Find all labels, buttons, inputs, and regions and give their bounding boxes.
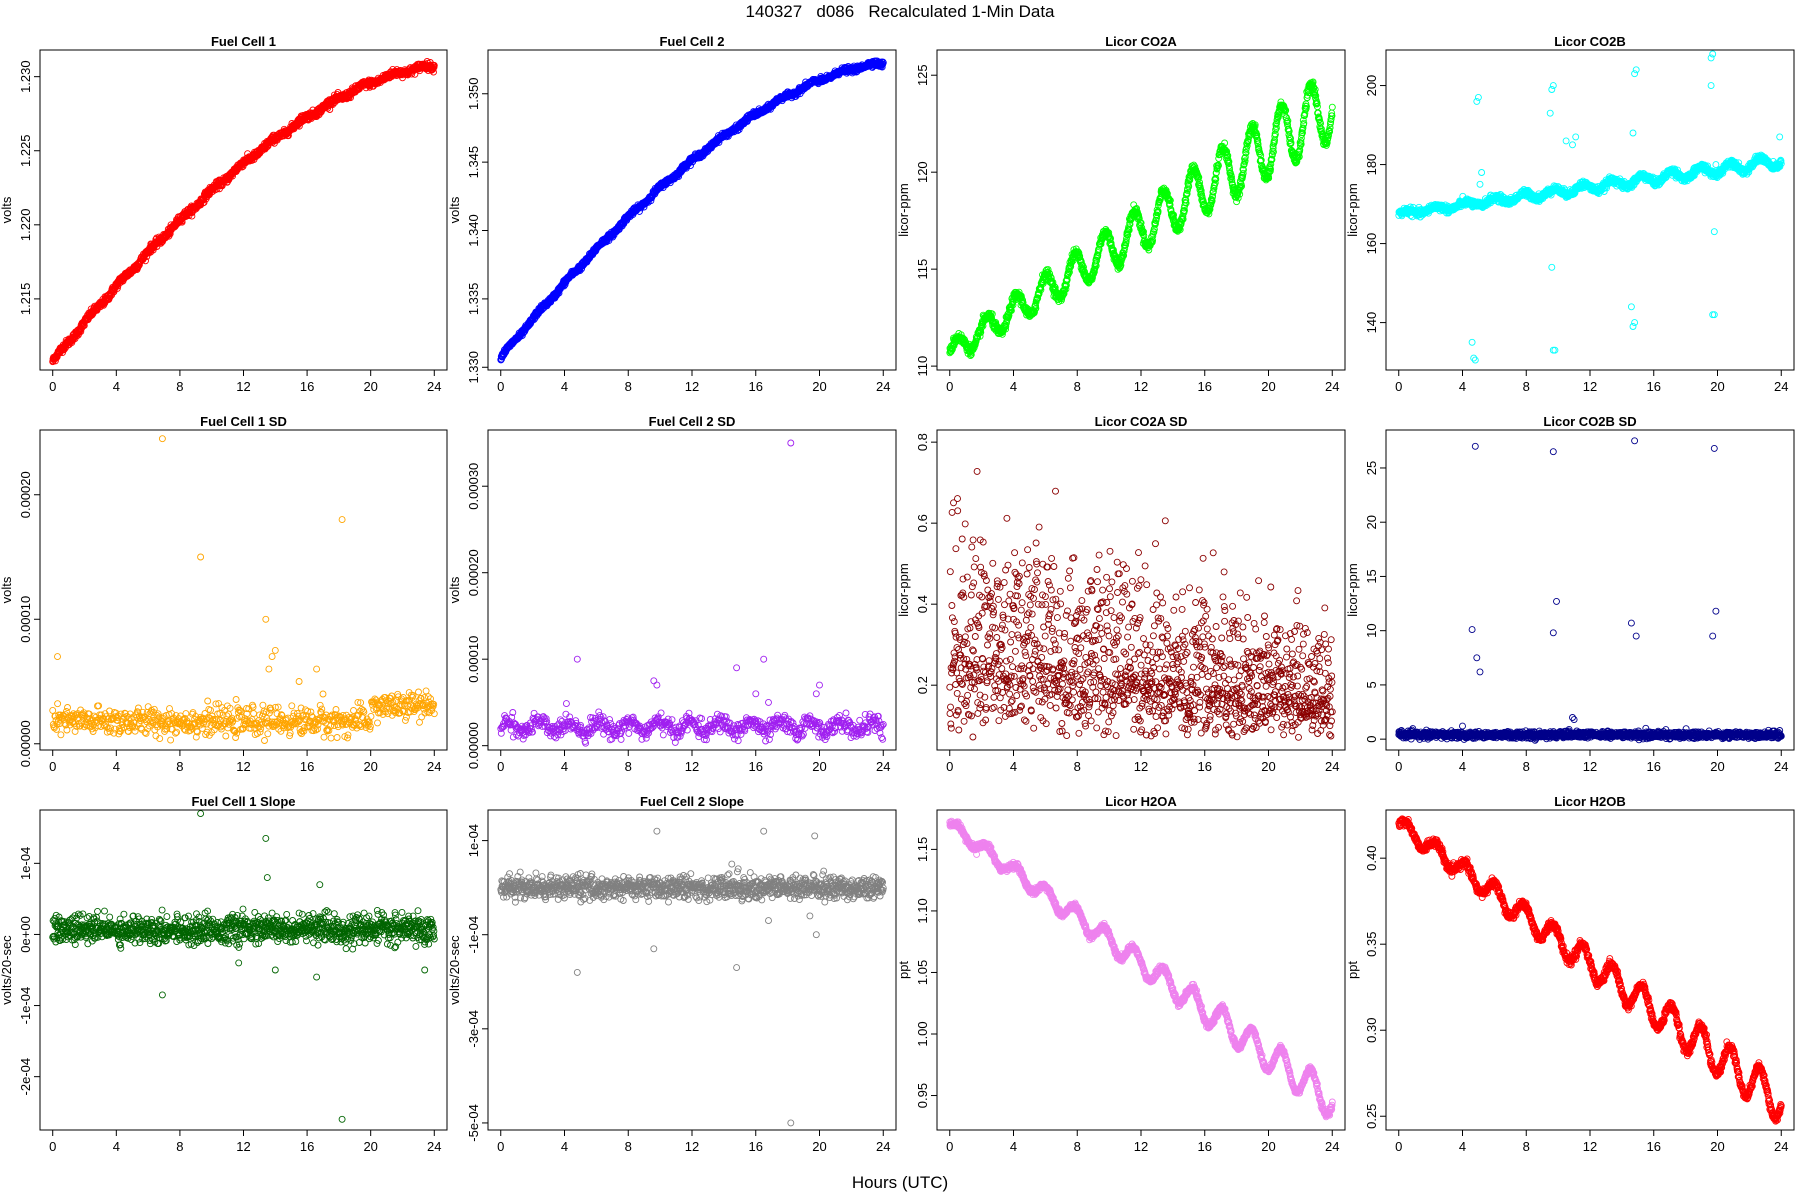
y-tick-label: 1.335 <box>466 283 481 316</box>
x-tick-label: 12 <box>685 379 699 394</box>
y-tick-label: 1.215 <box>18 283 33 316</box>
x-tick-label: 24 <box>1325 379 1339 394</box>
panel-title: Fuel Cell 1 <box>211 34 276 49</box>
panel-1: Fuel Cell 1 volts 0 4 8 12 16 20 24 1.215 1.220 1.2… <box>0 34 447 394</box>
panel-title: Licor CO2A <box>1105 34 1177 49</box>
panel-3: Licor CO2A licor-ppm 0 4 8 12 16 20 24 110 115 120 1… <box>896 34 1345 394</box>
x-tick-label: 0 <box>946 379 953 394</box>
x-tick-label: 24 <box>876 379 890 394</box>
x-tick-label: 16 <box>300 379 314 394</box>
y-axis-label: volts <box>0 196 14 223</box>
x-tick-label: 12 <box>236 379 250 394</box>
y-tick-label: 1.225 <box>18 134 33 167</box>
y-tick-label: 1.340 <box>466 214 481 247</box>
x-tick-label: 4 <box>113 379 120 394</box>
y-tick-label: 110 <box>915 356 930 377</box>
data-points <box>498 58 887 363</box>
y-axis-label: licor-ppm <box>896 183 911 236</box>
data-points <box>50 59 438 365</box>
x-tick-label: 0 <box>49 379 56 394</box>
y-tick-label: 1.330 <box>466 351 481 384</box>
x-tick-label: 24 <box>427 379 441 394</box>
y-tick-label: 115 <box>915 259 930 280</box>
x-tick-label: 12 <box>1134 379 1148 394</box>
x-tick-label: 16 <box>1198 379 1212 394</box>
x-tick-label: 20 <box>363 379 377 394</box>
x-tick-label: 4 <box>561 379 568 394</box>
y-tick-label: 1.350 <box>466 77 481 110</box>
y-tick-label: 1.220 <box>18 209 33 242</box>
x-tick-label: 8 <box>625 379 632 394</box>
y-axis-label: licor-ppm <box>1345 183 1360 236</box>
x-tick-label: 16 <box>749 379 763 394</box>
x-tick-label: 20 <box>1261 379 1275 394</box>
data-points <box>1396 51 1785 363</box>
data-point <box>1329 104 1335 110</box>
y-tick-label: 1.345 <box>466 146 481 179</box>
y-tick-label: 120 <box>915 161 930 183</box>
x-tick-label: 20 <box>812 379 826 394</box>
plot-frame <box>488 50 896 370</box>
plot-frame <box>40 50 447 370</box>
y-tick-label: 1.230 <box>18 60 33 93</box>
x-tick-label: 8 <box>1074 379 1081 394</box>
y-tick-label: 125 <box>915 64 930 86</box>
x-tick-label: 4 <box>1010 379 1017 394</box>
panel-4: Licor CO2Blicor-ppm0 4 8 12 16 20 241401601802… <box>1345 34 1794 394</box>
panel-title: Licor CO2B <box>1554 34 1626 49</box>
x-tick-label: 8 <box>176 379 183 394</box>
panel-2: Fuel Cell 2 volts 0 4 8 12 16 20 24 1.330 1.335 1.3… <box>447 34 896 394</box>
y-axis-label: volts <box>447 196 462 223</box>
data-points <box>947 79 1336 359</box>
panel-title: Fuel Cell 2 <box>659 34 724 49</box>
x-tick-label: 0 <box>497 379 504 394</box>
